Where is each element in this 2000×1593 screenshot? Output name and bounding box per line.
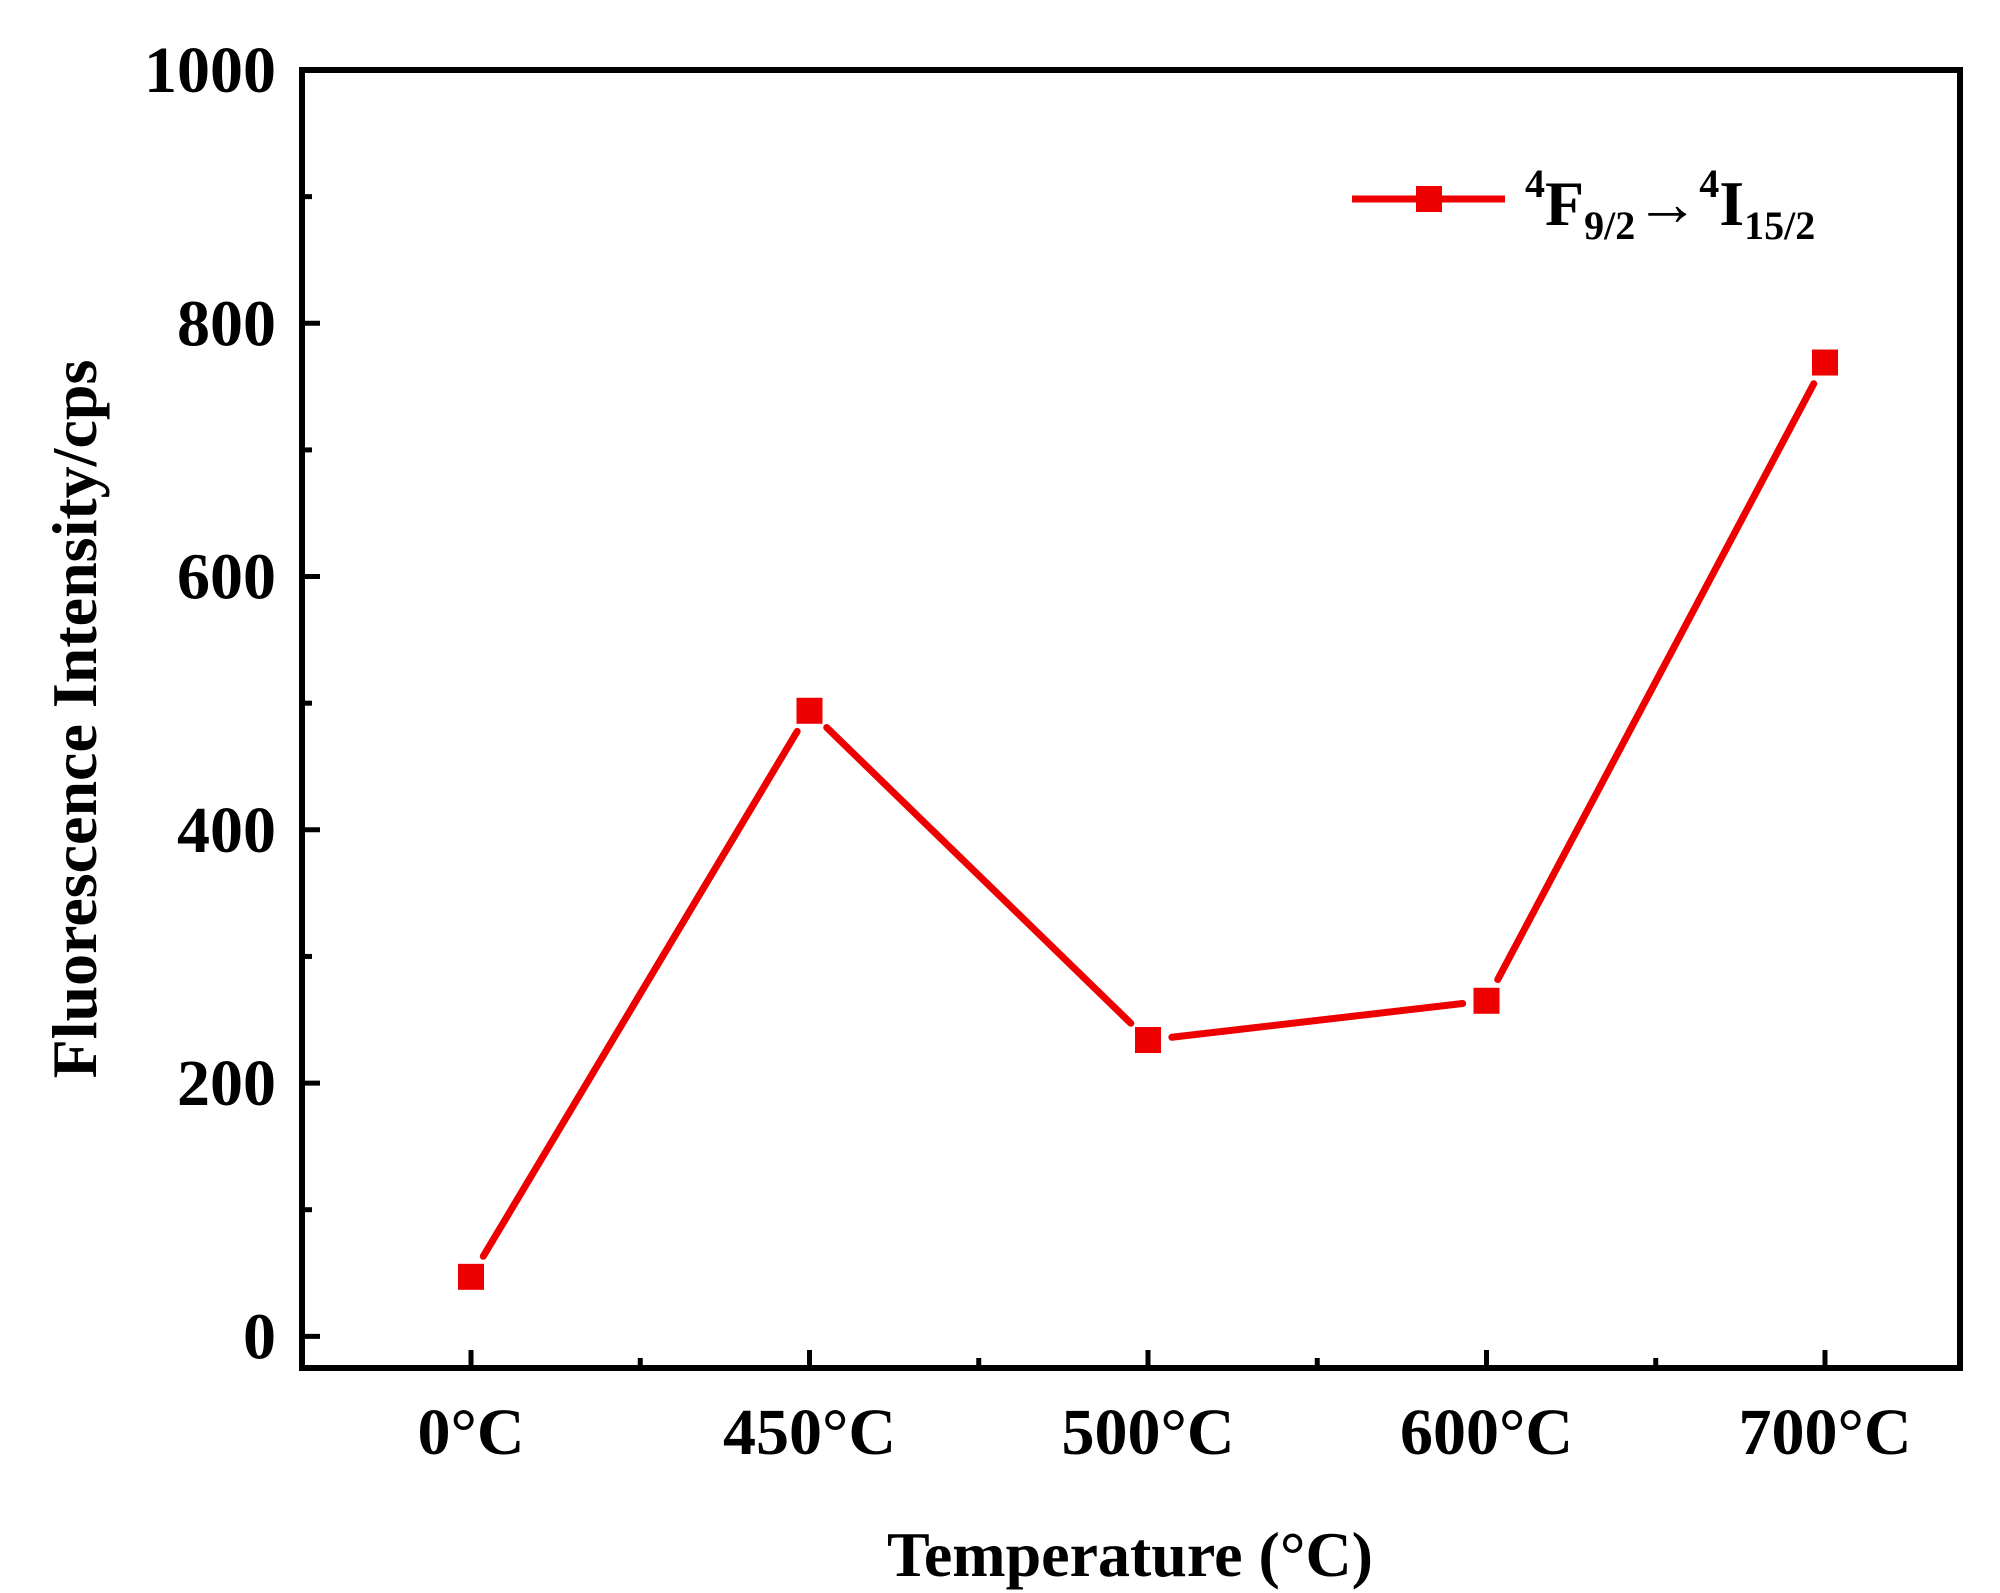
x-tick-label: 500°C: [1061, 1396, 1234, 1469]
series-line-segment: [1168, 1000, 1467, 1041]
series-line-segment: [479, 727, 801, 1260]
legend-marker: [1416, 186, 1442, 212]
x-tick-label: 0°C: [417, 1396, 524, 1469]
y-axis-title: Fluorescence Intensity/cps: [39, 360, 110, 1079]
y-axis-ticks: 0 200 400 600 800 1000: [144, 34, 320, 1373]
x-axis-title: Temperature (°C): [887, 1519, 1373, 1590]
x-tick-label: 700°C: [1738, 1396, 1911, 1469]
y-tick-label: 0: [243, 1300, 276, 1373]
data-point: [1135, 1027, 1161, 1054]
y-tick-label: 800: [177, 287, 276, 360]
y-tick-label: 600: [177, 541, 276, 614]
data-point: [458, 1263, 484, 1290]
data-point: [1473, 987, 1500, 1014]
data-point: [1812, 349, 1838, 376]
series-layer: [458, 349, 1838, 1290]
series-line-segment: [823, 724, 1135, 1027]
y-tick-label: 1000: [144, 34, 276, 107]
legend-label: 4F9/2→4I15/2: [1525, 161, 1815, 248]
data-point: [796, 697, 823, 724]
plot-frame: [299, 67, 1963, 1371]
series-line-segment: [1494, 380, 1818, 984]
x-tick-label: 450°C: [723, 1396, 896, 1469]
x-axis-ticks: 0°C 450°C 500°C 600°C 700°C: [417, 1350, 1912, 1469]
x-tick-label: 600°C: [1400, 1396, 1573, 1469]
y-tick-label: 200: [177, 1047, 276, 1120]
y-tick-label: 400: [177, 794, 276, 867]
legend: 4F9/2→4I15/2: [1352, 161, 1815, 248]
